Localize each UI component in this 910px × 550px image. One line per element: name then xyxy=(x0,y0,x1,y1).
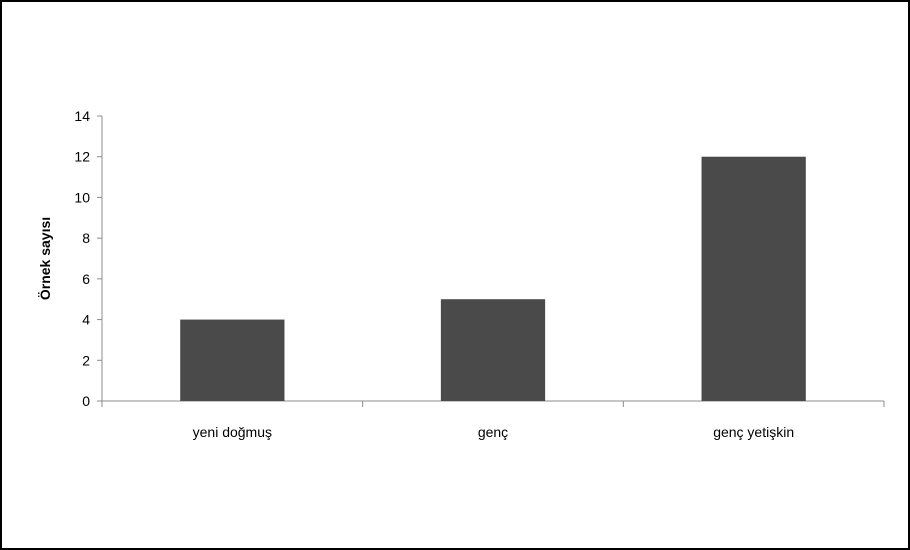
bar xyxy=(440,299,546,401)
bar xyxy=(701,156,806,401)
y-tick-label: 0 xyxy=(82,393,90,409)
bars xyxy=(180,156,806,401)
y-tick-label: 14 xyxy=(74,108,90,124)
y-tick-label: 4 xyxy=(82,312,90,328)
x-category-label: genç xyxy=(478,424,508,440)
y-tick-label: 6 xyxy=(82,271,90,287)
y-axis: 0 2 4 6 8 10 12 14 xyxy=(74,108,103,409)
y-tick-label: 8 xyxy=(82,230,90,246)
y-tick-label: 2 xyxy=(82,352,90,368)
x-axis: yeni doğmuş genç genç yetişkin xyxy=(101,400,885,440)
y-axis-title: Örnek sayısı xyxy=(37,217,53,300)
bar xyxy=(180,319,285,401)
y-tick-label: 12 xyxy=(74,149,90,165)
x-category-label: yeni doğmuş xyxy=(193,424,272,440)
y-tick-label: 10 xyxy=(74,189,90,205)
x-category-label: genç yetişkin xyxy=(713,424,794,440)
